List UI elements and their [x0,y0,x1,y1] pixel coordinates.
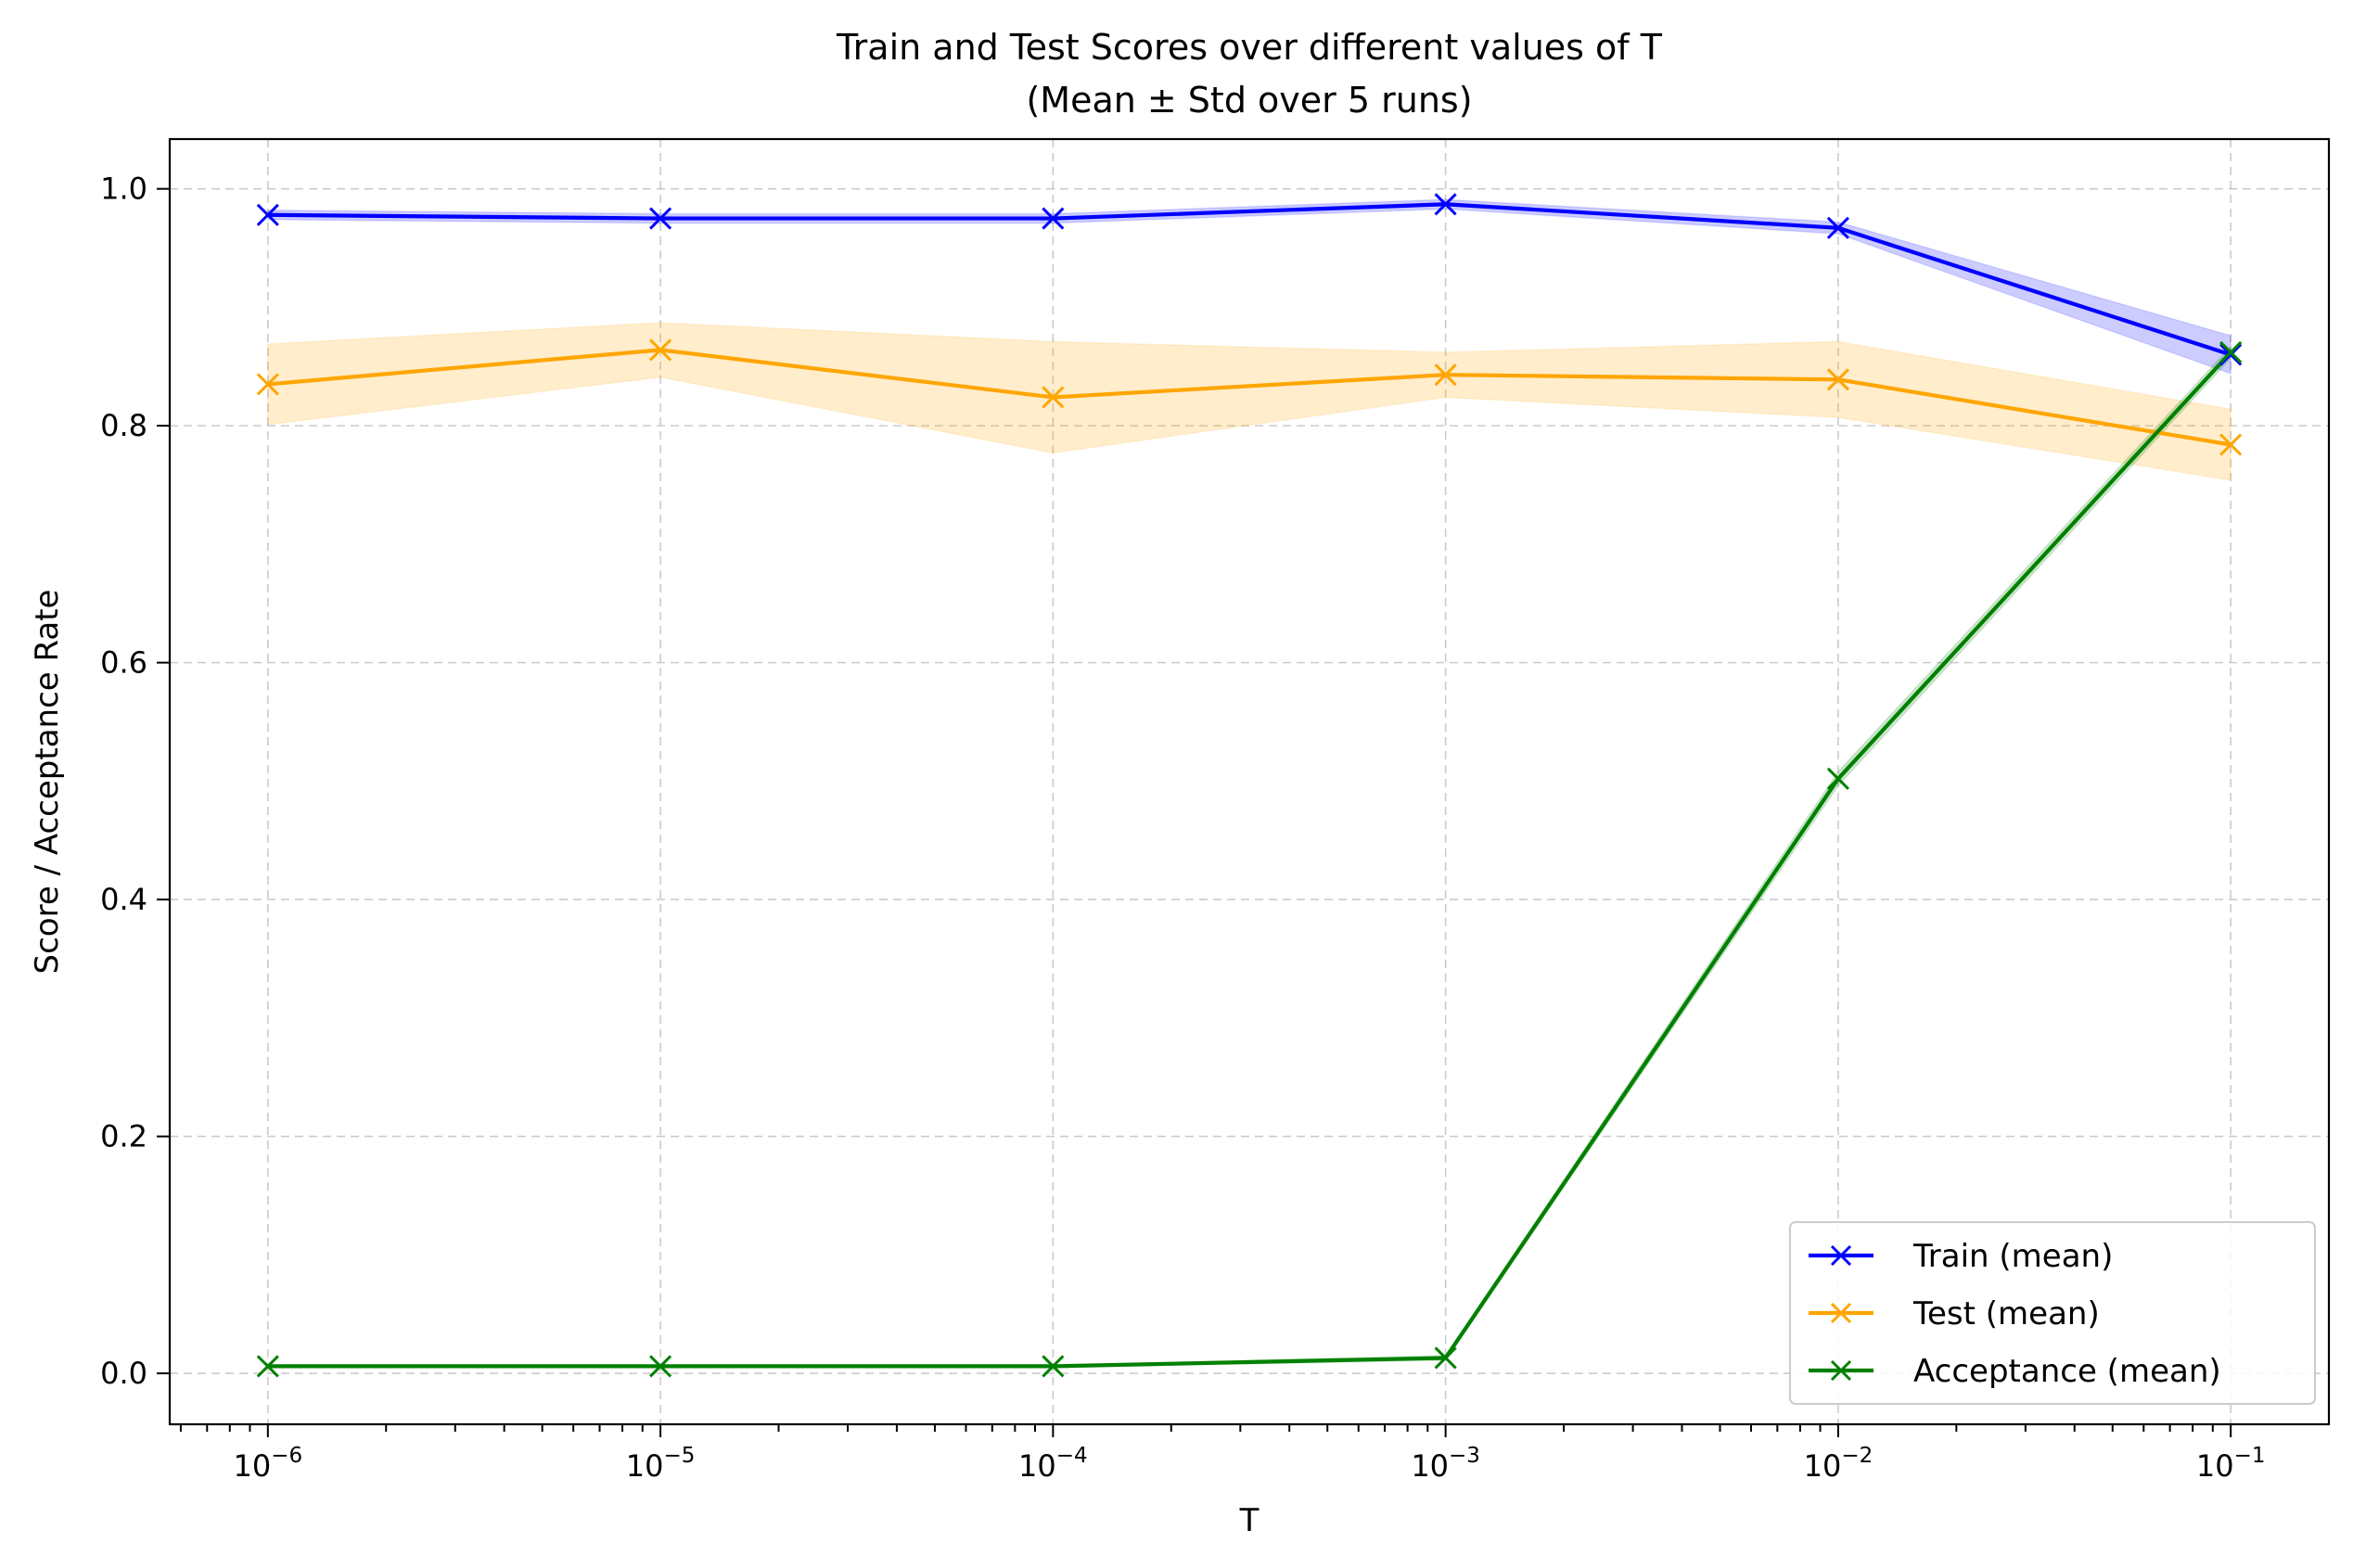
data-point [256,203,279,226]
y-axis-ticks: 0.0 0.2 0.4 0.6 0.8 1.0 [100,172,170,1391]
y-tick-label: 0.6 [100,645,147,681]
chart-subtitle: (Mean ± Std over 5 runs) [1026,80,1472,121]
std-band-series-3 [267,344,2232,1369]
y-axis-label: Score / Acceptance Rate [29,590,66,975]
data-point [256,1355,279,1378]
x-tick-label: 10−6 [234,1444,303,1484]
std-band-series-2 [267,322,2232,481]
y-tick-label: 0.2 [100,1119,147,1154]
legend-label: Train (mean) [1912,1238,2113,1275]
data-point [649,1355,672,1378]
data-point [1826,216,1849,239]
data-point [2219,433,2243,456]
x-tick-label: 10−3 [1411,1444,1480,1484]
legend-label: Acceptance (mean) [1913,1353,2221,1390]
y-tick-label: 0.4 [100,882,147,917]
x-axis-ticks: 10−6 10−5 10−4 10−3 10−2 10−1 [179,1424,2266,1484]
legend-item: Train (mean) [1809,1238,2113,1275]
series-line-2 [267,348,2232,447]
data-point [1434,1346,1457,1370]
y-tick-label: 0.0 [100,1356,147,1391]
std-bands [267,198,2232,1369]
x-tick-label: 10−5 [626,1444,696,1484]
data-point [1434,363,1457,387]
data-point [1434,193,1457,216]
x-tick-label: 10−2 [1804,1444,1873,1484]
x-tick-label: 10−4 [1018,1444,1088,1484]
chart-title: Train and Test Scores over different val… [836,27,1663,68]
legend-item: Acceptance (mean) [1809,1353,2221,1390]
data-point [1826,368,1849,391]
plot-frame [168,137,2331,1426]
data-point [649,338,672,362]
legend-box [1789,1221,2316,1405]
data-point [256,373,279,396]
y-tick-label: 0.8 [100,408,147,443]
data-point [2219,343,2243,366]
x-tick-label: 10−1 [2196,1444,2266,1484]
y-tick-label: 1.0 [100,172,147,207]
data-point [1826,767,1849,790]
data-point [2219,340,2243,363]
series-markers [256,193,2243,1378]
data-point [649,207,672,230]
series-lines [267,202,2232,1369]
x-axis-label: T [1239,1502,1260,1539]
data-point [1042,1355,1065,1378]
series-line-3 [267,351,2232,1369]
data-point [1042,207,1065,230]
legend: Train (mean) Test (mean) Acceptance (mean) [1789,1221,2316,1405]
series-line-1 [267,202,2232,357]
data-point [1042,386,1065,409]
legend-item: Test (mean) [1809,1295,2100,1332]
legend-label: Test (mean) [1912,1295,2100,1332]
